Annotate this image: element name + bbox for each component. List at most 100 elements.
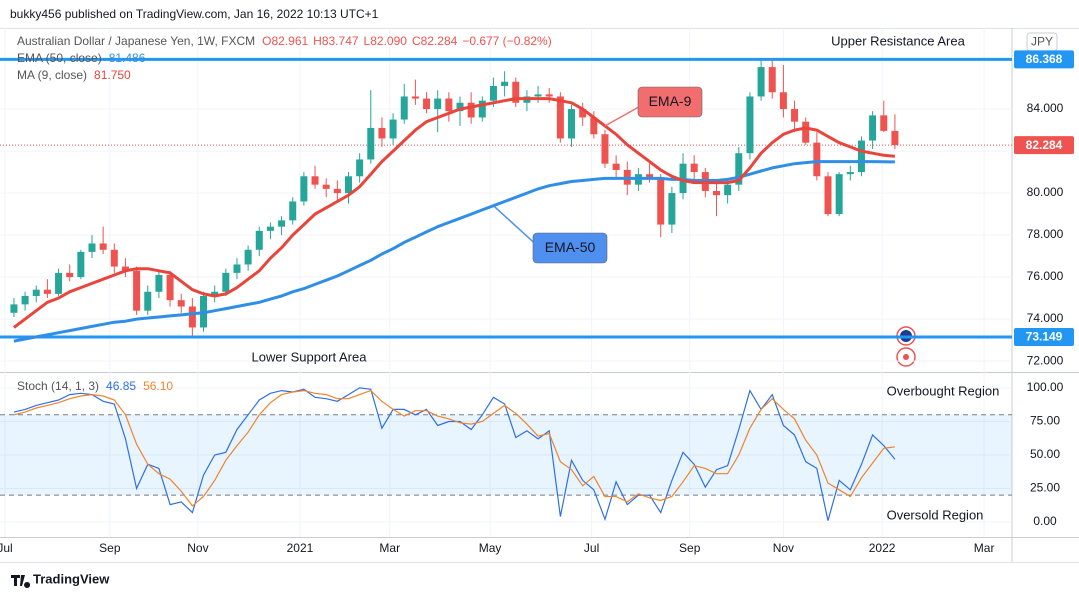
candle-body bbox=[813, 142, 821, 177]
candle-body bbox=[891, 130, 899, 146]
y-tick-label: 72.000 bbox=[1027, 353, 1064, 367]
candle-body bbox=[489, 85, 497, 101]
candle-body bbox=[757, 67, 765, 97]
callout-box bbox=[532, 232, 608, 264]
x-tick-label: Nov bbox=[187, 541, 208, 555]
candle-body bbox=[880, 115, 888, 131]
candle-body bbox=[255, 230, 263, 250]
candle-body bbox=[166, 274, 174, 301]
event-icon-dot bbox=[903, 354, 909, 360]
legend-ohlc: O82.961 bbox=[262, 34, 308, 48]
candle-body bbox=[389, 119, 397, 139]
candle-body bbox=[233, 264, 241, 273]
candle-body bbox=[121, 266, 129, 271]
candle-body bbox=[10, 304, 18, 313]
legend-ohlc: C82.284 bbox=[412, 34, 458, 48]
x-tick-label: May bbox=[479, 541, 502, 555]
candle-body bbox=[411, 96, 419, 99]
candle-body bbox=[367, 127, 375, 160]
candle-body bbox=[77, 251, 85, 278]
byline: bukky456 published on TradingView.com, J… bbox=[10, 7, 379, 21]
x-tick-label: Mar bbox=[974, 541, 995, 555]
candle-body bbox=[779, 92, 787, 110]
candle-body bbox=[356, 159, 364, 177]
candle-body bbox=[434, 98, 442, 110]
candle-body bbox=[445, 98, 453, 112]
candle-body bbox=[657, 178, 665, 225]
y-tick-label: 78.000 bbox=[1027, 227, 1064, 241]
candle-body bbox=[266, 226, 274, 231]
y-tick-label: 25.00 bbox=[1030, 481, 1060, 495]
level-label: 86.368 bbox=[1026, 52, 1063, 66]
candle-body bbox=[333, 188, 341, 194]
callout-box bbox=[637, 86, 703, 118]
legend-name: EMA (50, close) bbox=[17, 51, 102, 65]
x-tick-label: 2022 bbox=[869, 541, 896, 555]
candle-body bbox=[467, 102, 475, 118]
candle-body bbox=[668, 193, 676, 225]
candle-body bbox=[278, 220, 286, 227]
plot-area bbox=[0, 28, 1012, 537]
candle-body bbox=[478, 100, 486, 118]
x-tick-label: Nov bbox=[773, 541, 794, 555]
candle-body bbox=[322, 184, 330, 189]
candle-body bbox=[423, 98, 431, 110]
last-price-label: 82.284 bbox=[1026, 138, 1063, 152]
candle-body bbox=[768, 67, 776, 93]
candle-body bbox=[311, 176, 319, 185]
candle-body bbox=[534, 94, 542, 97]
candle-body bbox=[712, 190, 720, 196]
y-tick-label: 75.00 bbox=[1030, 414, 1060, 428]
stoch-line bbox=[13, 389, 895, 507]
level-label-box bbox=[1014, 327, 1074, 346]
candle-body bbox=[857, 140, 865, 173]
candle-body bbox=[568, 109, 576, 139]
legend-ohlc: H83.747 bbox=[313, 34, 359, 48]
legend-name: MA (9, close) bbox=[17, 68, 87, 82]
band-fill bbox=[0, 414, 1012, 496]
legend-row: Stoch (14, 1, 3) 46.85 56.10 bbox=[17, 379, 173, 393]
candle-body bbox=[155, 274, 163, 292]
indicator-line bbox=[13, 160, 895, 343]
candle-body bbox=[869, 115, 877, 141]
frame-top bbox=[0, 28, 1079, 29]
candle-body bbox=[188, 306, 196, 328]
candle-body bbox=[590, 117, 598, 135]
y-tick-label: 74.000 bbox=[1027, 311, 1064, 325]
candle-body bbox=[690, 163, 698, 173]
candle-body bbox=[601, 134, 609, 164]
candle-body bbox=[211, 291, 219, 296]
candle-body bbox=[724, 184, 732, 196]
candle-body bbox=[133, 270, 141, 311]
callout-text: EMA-50 bbox=[545, 239, 596, 255]
candle-body bbox=[378, 127, 386, 139]
candle-body bbox=[512, 81, 520, 103]
candle-body bbox=[501, 81, 509, 86]
candle-body bbox=[456, 102, 464, 112]
candle-body bbox=[835, 174, 843, 215]
x-tick-label: 2021 bbox=[287, 541, 314, 555]
candle-body bbox=[846, 172, 854, 175]
x-tick-label: Mar bbox=[379, 541, 400, 555]
y-tick-label: 84.000 bbox=[1027, 101, 1064, 115]
legend-title: Stoch (14, 1, 3) bbox=[17, 379, 99, 393]
candle-body bbox=[344, 176, 352, 194]
candle-body bbox=[612, 163, 620, 170]
candle-body bbox=[646, 174, 654, 179]
legend-last-label: 81.750 bbox=[94, 68, 131, 82]
x-tick-label: Sep bbox=[679, 541, 701, 555]
candle-body bbox=[300, 176, 308, 202]
logo-icon bbox=[11, 575, 31, 588]
annotation: Overbought Region bbox=[887, 383, 1000, 398]
candle-body bbox=[55, 272, 63, 294]
y-tick-label: 50.00 bbox=[1030, 447, 1060, 461]
candle-body bbox=[66, 272, 74, 278]
candle-body bbox=[43, 289, 51, 294]
candle-body bbox=[400, 96, 408, 120]
x-tick-label: Sep bbox=[99, 541, 121, 555]
y-tick-label: 100.00 bbox=[1027, 380, 1064, 394]
legend-value: 56.10 bbox=[143, 379, 173, 393]
indicator-line bbox=[13, 97, 896, 329]
candle-body bbox=[177, 300, 185, 307]
